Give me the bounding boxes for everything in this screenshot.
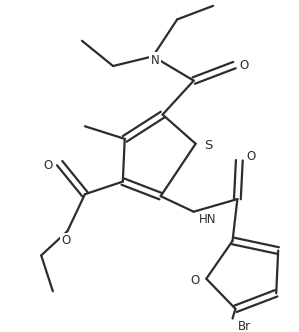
Text: S: S <box>204 139 213 152</box>
Text: N: N <box>150 54 159 67</box>
Text: O: O <box>62 234 71 247</box>
Text: O: O <box>246 150 256 163</box>
Text: O: O <box>239 58 249 72</box>
Text: HN: HN <box>199 213 216 226</box>
Text: O: O <box>43 159 53 172</box>
Text: Br: Br <box>237 320 251 332</box>
Text: O: O <box>190 274 199 287</box>
